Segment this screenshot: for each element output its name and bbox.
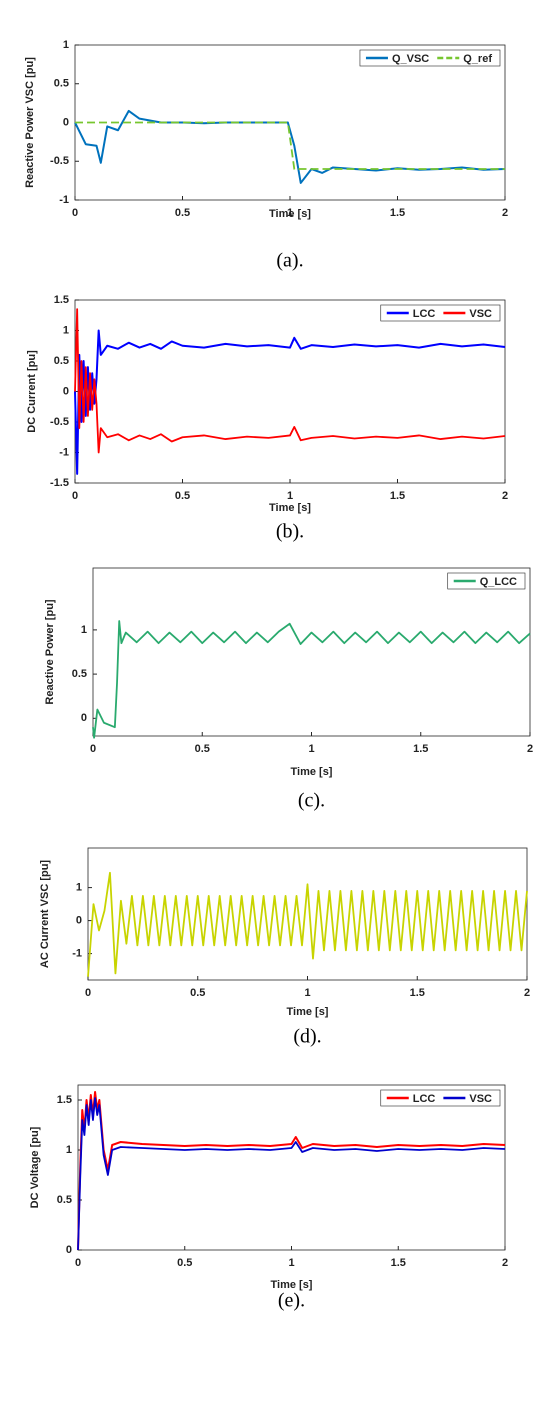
x-tick-label: 1 <box>288 1257 294 1269</box>
series-line <box>74 329 506 475</box>
y-axis-label: Reactive Power VSC [pu] <box>24 57 36 188</box>
y-tick-label: 0 <box>66 1244 72 1256</box>
legend-label: LCC <box>413 1093 436 1105</box>
y-tick-label: 0 <box>81 712 87 724</box>
legend-label: Q_ref <box>463 53 492 65</box>
y-tick-label: 1.5 <box>54 294 69 306</box>
x-tick-label: 0 <box>75 1257 81 1269</box>
caption: (d). <box>293 1026 321 1048</box>
legend-box <box>359 49 501 67</box>
series-line <box>87 871 528 977</box>
series-line <box>75 121 505 170</box>
x-tick-label: 1 <box>287 490 293 502</box>
legend-label: VSC <box>469 1093 492 1105</box>
legend-label: Q_LCC <box>480 576 517 588</box>
legend-label: Q_VSC <box>392 53 429 65</box>
x-tick-label: 2 <box>502 207 508 219</box>
x-tick-label: 1 <box>308 743 314 755</box>
legend: LCC VSC <box>380 304 501 322</box>
plot-area <box>77 1084 506 1251</box>
x-tick-label: 2 <box>502 1257 508 1269</box>
y-tick-label: 0 <box>63 385 69 397</box>
x-tick-label: 0 <box>72 490 78 502</box>
x-tick-label: 1 <box>287 207 293 219</box>
x-tick-label: 0.5 <box>175 207 190 219</box>
caption: (e). <box>278 1290 305 1312</box>
x-tick-label: 0.5 <box>195 743 210 755</box>
caption: (b). <box>276 521 304 543</box>
x-tick-label: 2 <box>527 743 533 755</box>
legend: Q_LCC <box>447 572 526 590</box>
x-axis-label: Time [s] <box>269 502 311 514</box>
legend-label: VSC <box>469 308 492 320</box>
x-axis-label: Time [s] <box>271 1279 313 1291</box>
x-tick-label: 1.5 <box>391 1257 406 1269</box>
legend-box <box>380 1089 501 1107</box>
series-line <box>74 308 506 454</box>
y-tick-label: -1 <box>59 446 69 458</box>
y-tick-label: -1 <box>59 194 69 206</box>
y-tick-label: 1 <box>63 39 69 51</box>
caption: (c). <box>298 790 325 812</box>
x-tick-label: 1.5 <box>390 207 405 219</box>
plot-area <box>74 44 506 201</box>
plot-area <box>92 567 531 737</box>
plot-area <box>87 847 528 981</box>
y-axis-label: Reactive Power [pu] <box>44 599 56 704</box>
y-tick-label: 0.5 <box>54 355 69 367</box>
series-line <box>77 1097 506 1251</box>
legend-box <box>380 304 501 322</box>
x-tick-label: 0.5 <box>175 490 190 502</box>
y-tick-label: 1.5 <box>57 1094 72 1106</box>
legend: LCC VSC <box>380 1089 501 1107</box>
x-axis-label: Time [s] <box>291 766 333 778</box>
y-axis-label: AC Current VSC [pu] <box>39 860 51 969</box>
plot-area <box>74 299 506 484</box>
y-tick-label: -1.5 <box>50 477 69 489</box>
y-tick-label: 1 <box>66 1144 72 1156</box>
x-tick-label: 1.5 <box>390 490 405 502</box>
x-tick-label: 1.5 <box>413 743 428 755</box>
legend-label: LCC <box>413 308 436 320</box>
x-tick-label: 1.5 <box>410 987 425 999</box>
x-tick-label: 2 <box>524 987 530 999</box>
x-tick-label: 2 <box>502 490 508 502</box>
x-axis-label: Time [s] <box>269 208 311 220</box>
y-tick-label: -0.5 <box>50 155 69 167</box>
y-tick-label: -1 <box>72 948 82 960</box>
x-tick-label: 0.5 <box>190 987 205 999</box>
y-tick-label: 0.5 <box>57 1194 72 1206</box>
x-tick-label: 0.5 <box>177 1257 192 1269</box>
x-tick-label: 0 <box>85 987 91 999</box>
y-tick-label: 0 <box>76 915 82 927</box>
x-tick-label: 0 <box>90 743 96 755</box>
x-tick-label: 1 <box>304 987 310 999</box>
legend-box <box>447 572 526 590</box>
y-tick-label: 0 <box>63 116 69 128</box>
y-tick-label: 1 <box>63 324 69 336</box>
y-tick-label: -0.5 <box>50 416 69 428</box>
x-tick-label: 0 <box>72 207 78 219</box>
series-line <box>92 620 531 739</box>
legend: Q_VSC Q_ref <box>359 49 501 67</box>
y-tick-label: 0.5 <box>72 668 87 680</box>
x-axis-label: Time [s] <box>287 1006 329 1018</box>
y-tick-label: 1 <box>76 882 82 894</box>
y-tick-label: 1 <box>81 624 87 636</box>
y-tick-label: 0.5 <box>54 78 69 90</box>
caption: (a). <box>276 250 303 272</box>
y-axis-label: DC Voltage [pu] <box>29 1126 41 1208</box>
y-axis-label: DC Current [pu] <box>26 350 38 433</box>
